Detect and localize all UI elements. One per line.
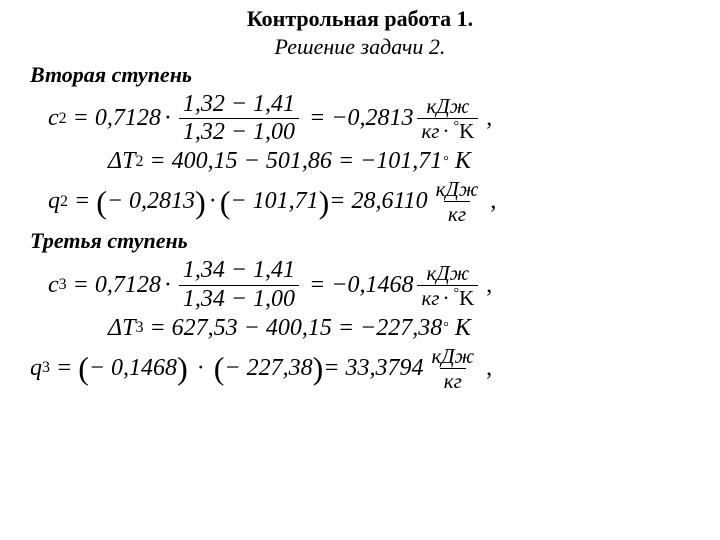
unit-q2: кДж кг <box>432 178 483 225</box>
equation-block-2: с3 = 0,7128 · 1,34 − 1,41 1,34 − 1,00 = … <box>48 258 690 391</box>
equation-q3: q3 = (− 0,1468) · (− 227,38) = 33,3794 к… <box>30 345 690 392</box>
var-q2: q2 <box>48 188 68 215</box>
equation-dt2: ΔT2 = 400,15 − 501,86 = −101,71 ° К <box>108 148 690 175</box>
unit-c3: кДж кг·°K <box>417 262 478 309</box>
var-dt2: ΔT2 <box>108 148 143 175</box>
section-heading-1: Вторая ступень <box>30 62 690 88</box>
var-q3: q3 <box>30 355 50 382</box>
unit-q3: кДж кг <box>427 345 478 392</box>
page-subtitle: Решение задачи 2. <box>30 34 690 60</box>
var-dt3: ΔT3 <box>108 315 143 342</box>
worksheet-page: Контрольная работа 1. Решение задачи 2. … <box>0 0 720 405</box>
var-c2: с2 <box>48 105 67 132</box>
fraction-c3: 1,34 − 1,41 1,34 − 1,00 <box>179 258 299 311</box>
var-c3: с3 <box>48 272 67 299</box>
section-heading-2: Третья ступень <box>30 228 690 254</box>
fraction-c2: 1,32 − 1,41 1,32 − 1,00 <box>179 92 299 145</box>
equation-q2: q2 = (− 0,2813) · (− 101,71) = 28,6110 к… <box>48 178 690 225</box>
equation-c2: с2 = 0,7128 · 1,32 − 1,41 1,32 − 1,00 = … <box>48 92 690 145</box>
equation-c3: с3 = 0,7128 · 1,34 − 1,41 1,34 − 1,00 = … <box>48 258 690 311</box>
unit-c2: кДж кг·°K <box>417 95 478 142</box>
equation-block-1: с2 = 0,7128 · 1,32 − 1,41 1,32 − 1,00 = … <box>48 92 690 225</box>
page-title: Контрольная работа 1. <box>30 6 690 32</box>
equation-dt3: ΔT3 = 627,53 − 400,15 = −227,38 ° К <box>108 315 690 342</box>
